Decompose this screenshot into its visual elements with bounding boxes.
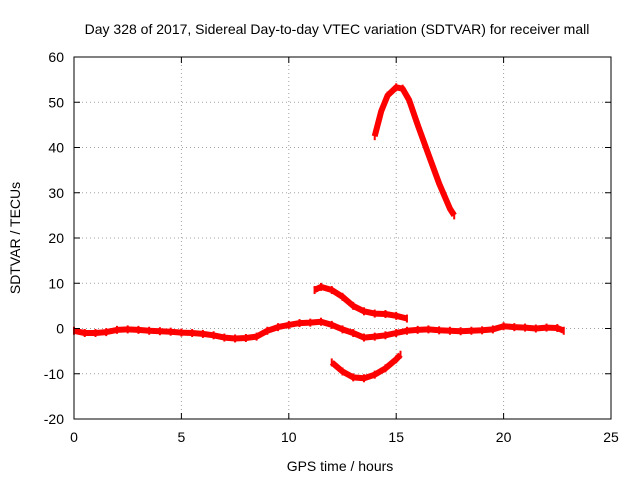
data-layer [73,83,565,383]
y-tick-label: 60 [48,49,64,65]
y-tick-label: 30 [48,185,64,201]
chart-title: Day 328 of 2017, Sidereal Day-to-day VTE… [85,21,590,37]
series-arc-mid [313,283,408,322]
x-tick-label: 20 [496,429,512,445]
axis-ticks: 0 5 10 15 20 25 -20 -10 0 10 20 30 40 50 60 [44,49,619,445]
x-tick-label: 5 [178,429,186,445]
y-tick-label: 50 [48,94,64,110]
y-tick-label: 20 [48,230,64,246]
y-tick-label: 0 [56,321,64,337]
x-tick-label: 0 [70,429,78,445]
series-baseline [73,318,565,342]
series-arc-low [329,352,403,382]
x-axis-label: GPS time / hours [287,458,394,474]
y-tick-label: 10 [48,275,64,291]
grid-lines [74,57,611,419]
y-tick-label: 40 [48,140,64,156]
y-tick-label: -10 [44,366,64,382]
y-tick-label: -20 [44,411,64,427]
x-tick-label: 25 [603,429,619,445]
y-axis-label: SDTVAR / TECUs [7,182,23,294]
x-tick-label: 10 [281,429,297,445]
series-arc-high [371,84,457,218]
x-tick-label: 15 [388,429,404,445]
